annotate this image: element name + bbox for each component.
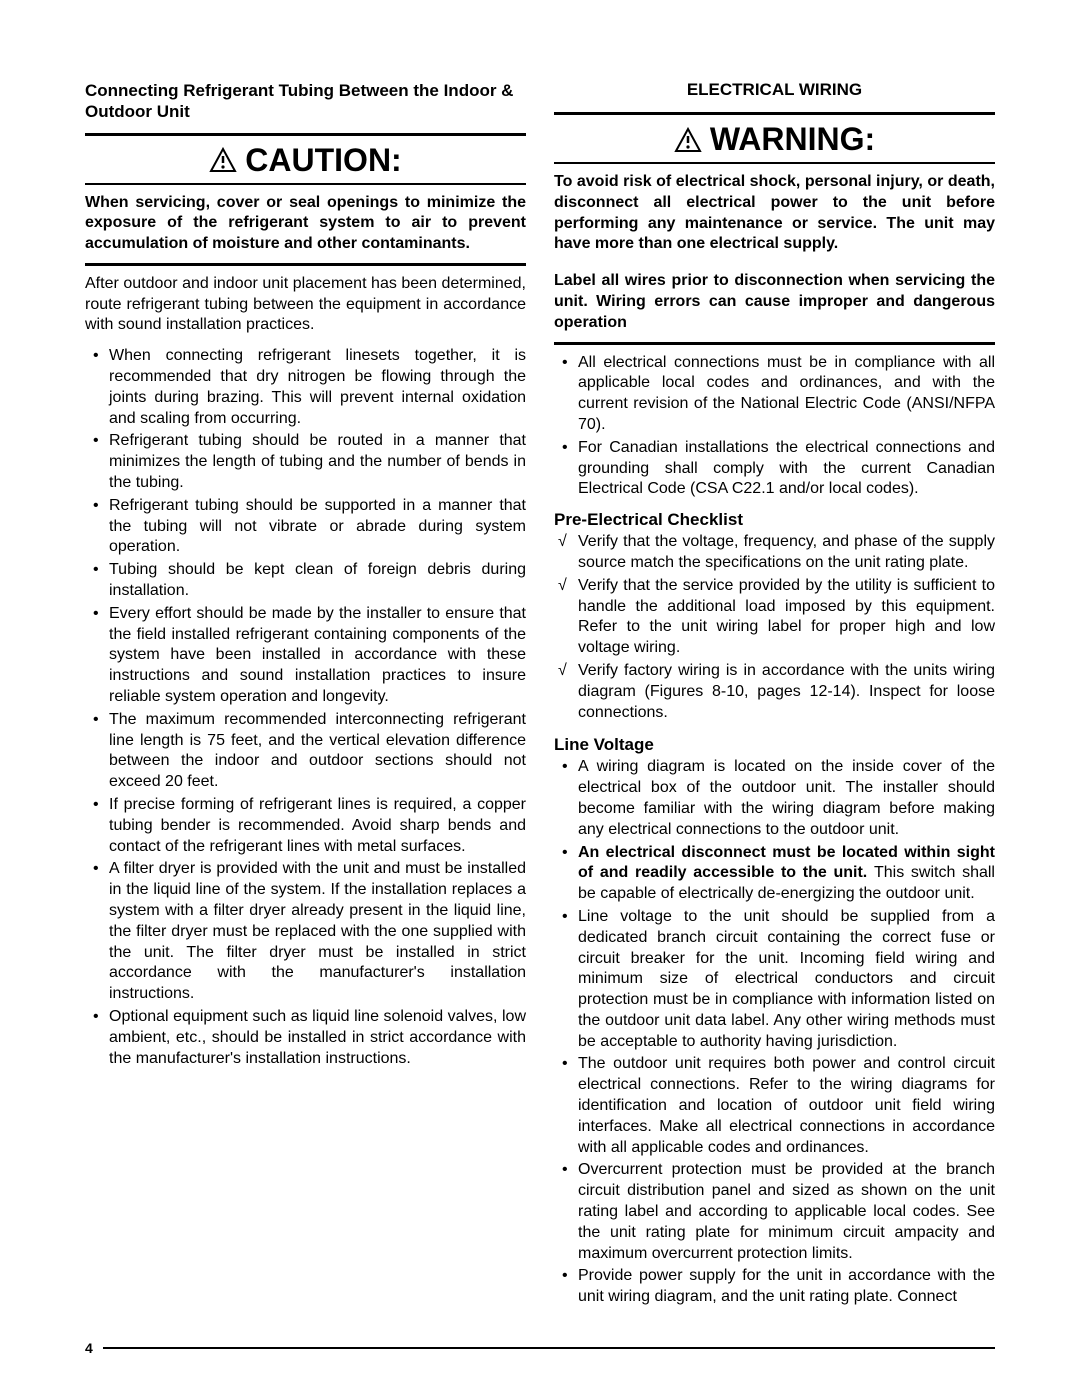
warning-text-2: Label all wires prior to disconnection w… — [554, 263, 995, 341]
bullet-item: Overcurrent protection must be provided … — [554, 1160, 995, 1264]
warning-icon — [674, 127, 702, 153]
line-voltage-bullet-list: A wiring diagram is located on the insid… — [554, 757, 995, 1308]
intro-text: After outdoor and indoor unit placement … — [85, 274, 526, 336]
bullet-item: A wiring diagram is located on the insid… — [554, 757, 995, 840]
section-heading-refrigerant: Connecting Refrigerant Tubing Between th… — [85, 80, 526, 123]
pre-electrical-checklist: Verify that the voltage, frequency, and … — [554, 532, 995, 723]
line-voltage-heading: Line Voltage — [554, 735, 995, 755]
footer-line — [103, 1347, 995, 1349]
page-container: Connecting Refrigerant Tubing Between th… — [85, 80, 995, 1310]
bullet-item: An electrical disconnect must be located… — [554, 843, 995, 905]
bullet-text: A wiring diagram is located on the insid… — [578, 758, 995, 837]
caution-box: CAUTION: When servicing, cover or seal o… — [85, 133, 526, 266]
bullet-item: Tubing should be kept clean of foreign d… — [85, 560, 526, 602]
pre-electrical-heading: Pre-Electrical Checklist — [554, 510, 995, 530]
page-number: 4 — [85, 1340, 93, 1356]
bullet-item: For Canadian installations the electrica… — [554, 438, 995, 500]
warning-icon — [209, 147, 237, 173]
caution-title: CAUTION: — [85, 136, 526, 185]
bullet-item: Optional equipment such as liquid line s… — [85, 1007, 526, 1069]
check-item: Verify factory wiring is in accordance w… — [554, 661, 995, 723]
bullet-item: The maximum recommended interconnecting … — [85, 710, 526, 793]
compliance-bullet-list: All electrical connections must be in co… — [554, 353, 995, 501]
bullet-text: Line voltage to the unit should be suppl… — [578, 908, 995, 1050]
left-column: Connecting Refrigerant Tubing Between th… — [85, 80, 526, 1310]
warning-title-text: WARNING: — [710, 121, 875, 158]
bullet-text: The outdoor unit requires both power and… — [578, 1055, 995, 1155]
bullet-item: Refrigerant tubing should be routed in a… — [85, 431, 526, 493]
check-item: Verify that the voltage, frequency, and … — [554, 532, 995, 574]
bullet-item: When connecting refrigerant linesets tog… — [85, 346, 526, 429]
bullet-item: If precise forming of refrigerant lines … — [85, 795, 526, 857]
caution-text: When servicing, cover or seal openings t… — [85, 185, 526, 263]
bullet-item: Line voltage to the unit should be suppl… — [554, 907, 995, 1053]
electrical-heading: ELECTRICAL WIRING — [554, 80, 995, 100]
check-item: Verify that the service provided by the … — [554, 576, 995, 659]
warning-box: WARNING: To avoid risk of electrical sho… — [554, 112, 995, 345]
refrigerant-bullet-list: When connecting refrigerant linesets tog… — [85, 346, 526, 1069]
bullet-item: Every effort should be made by the insta… — [85, 604, 526, 708]
bullet-item: Provide power supply for the unit in acc… — [554, 1266, 995, 1308]
bullet-item: A filter dryer is provided with the unit… — [85, 859, 526, 1005]
bullet-item: Refrigerant tubing should be supported i… — [85, 496, 526, 558]
right-column: ELECTRICAL WIRING WARNING: To avoid risk… — [554, 80, 995, 1310]
bullet-item: All electrical connections must be in co… — [554, 353, 995, 436]
bullet-item: The outdoor unit requires both power and… — [554, 1054, 995, 1158]
footer: 4 — [85, 1340, 995, 1356]
warning-title: WARNING: — [554, 115, 995, 164]
bullet-text: Overcurrent protection must be provided … — [578, 1161, 995, 1261]
warning-text-1: To avoid risk of electrical shock, perso… — [554, 164, 995, 263]
caution-title-text: CAUTION: — [245, 142, 401, 179]
bullet-text: Provide power supply for the unit in acc… — [578, 1267, 995, 1305]
